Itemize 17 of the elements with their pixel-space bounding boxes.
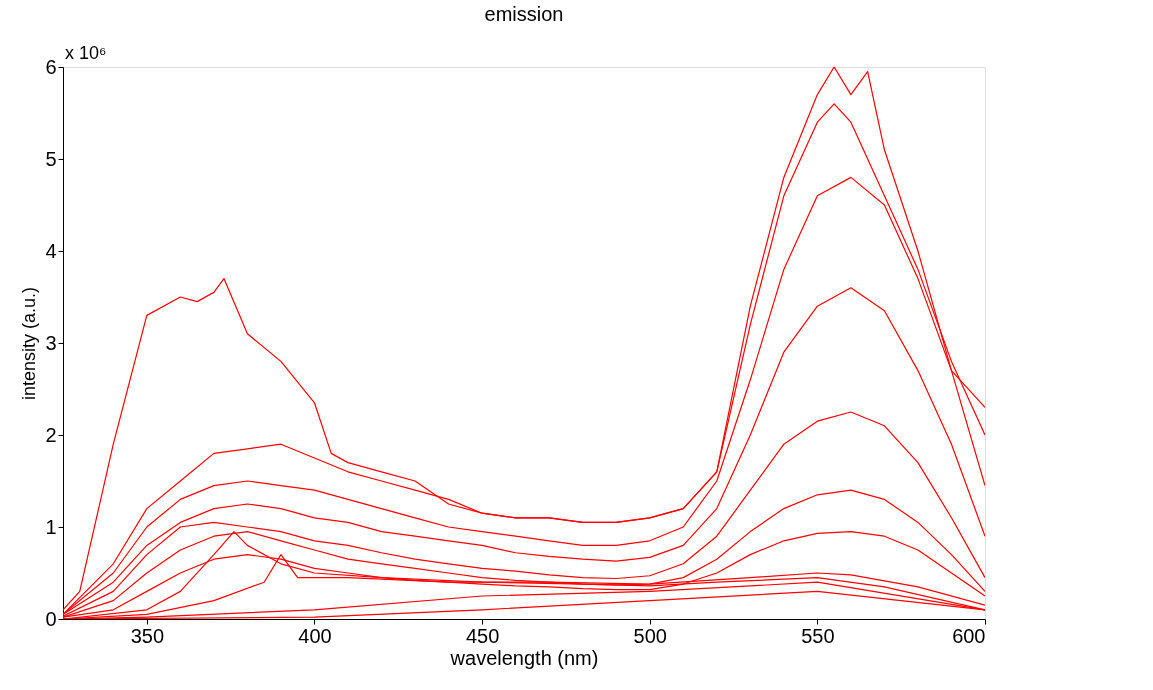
x-tick-label: 450 <box>465 624 500 647</box>
y-tick-label: 4 <box>45 239 57 262</box>
y-tick-label: 5 <box>45 147 57 170</box>
y-tick-label: 2 <box>45 423 57 446</box>
text: x 10⁶ <box>65 43 107 63</box>
x-tick-label: 550 <box>801 624 835 647</box>
x-tick-label: 350 <box>130 624 165 647</box>
y-tick-label: 0 <box>45 607 57 630</box>
y-axis-title: intensity (a.u.) <box>19 286 40 401</box>
y-tick-label: 1 <box>45 515 57 538</box>
y-tick-label: 3 <box>45 331 57 354</box>
y-tick-label: 6 <box>45 55 57 78</box>
x-axis-title: wavelength (nm) <box>449 646 599 669</box>
x-tick-label: 500 <box>633 624 667 647</box>
x-tick-label: 400 <box>298 624 332 647</box>
chart-title: emission <box>484 3 564 25</box>
x-tick-label: 600 <box>952 624 986 647</box>
